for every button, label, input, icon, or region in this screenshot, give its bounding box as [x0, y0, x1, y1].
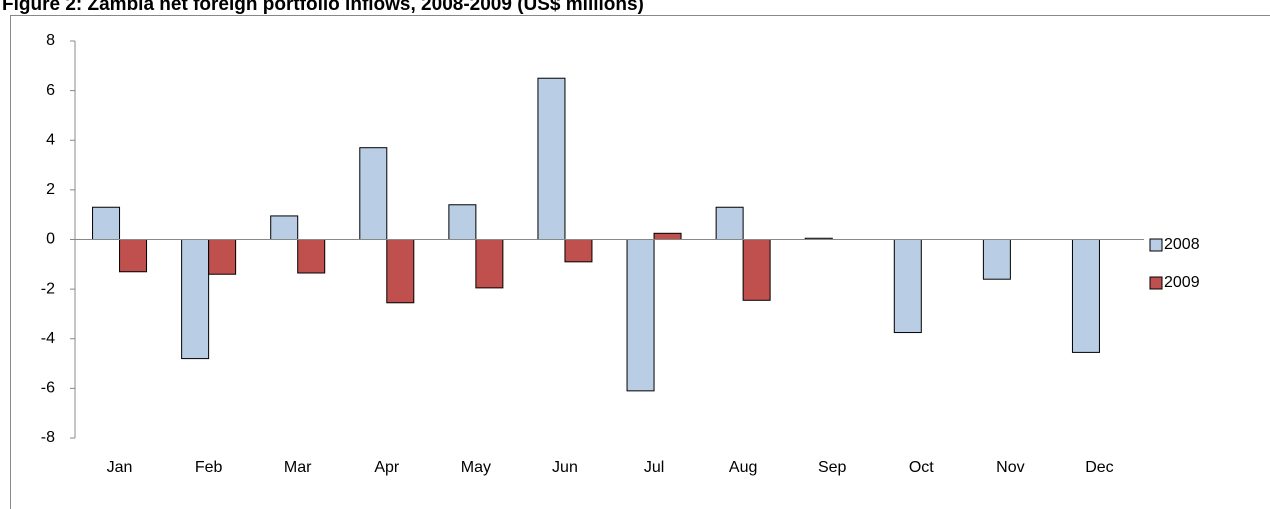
bar: [448, 204, 477, 240]
y-tick-label: 4: [46, 131, 55, 148]
x-tick-label: Aug: [729, 459, 757, 476]
legend-swatch: [1149, 276, 1163, 290]
chart-frame: [10, 15, 1270, 509]
y-tick-label: 8: [46, 32, 55, 49]
y-tick-label: -8: [41, 429, 55, 446]
bar: [92, 206, 121, 240]
bar: [297, 239, 326, 274]
x-tick-label: Oct: [909, 459, 934, 476]
bar: [893, 239, 922, 334]
x-tick-label: Dec: [1085, 459, 1113, 476]
bar: [270, 215, 299, 241]
bar: [119, 239, 148, 273]
y-tick-label: -2: [41, 280, 55, 297]
bar: [742, 239, 771, 301]
bar: [626, 239, 655, 392]
x-tick-label: Mar: [284, 459, 312, 476]
x-tick-label: Jan: [107, 459, 133, 476]
bar: [208, 239, 237, 275]
x-tick-label: Feb: [195, 459, 223, 476]
bar: [359, 147, 388, 241]
bar: [564, 239, 593, 263]
bar: [537, 77, 566, 240]
legend-label: 2009: [1164, 274, 1200, 291]
x-tick-label: May: [461, 459, 491, 476]
chart-title: Figure 2: Zambia net foreign portfolio i…: [2, 0, 644, 15]
y-tick-label: 6: [46, 82, 55, 99]
y-tick-label: 0: [46, 231, 55, 248]
x-tick-label: Sep: [818, 459, 847, 476]
y-tick-label: -6: [41, 380, 55, 397]
bar: [386, 239, 415, 304]
legend-swatch: [1149, 238, 1163, 252]
y-tick-label: -4: [41, 330, 55, 347]
bar: [181, 239, 210, 360]
legend-label: 2008: [1164, 236, 1200, 253]
bar: [982, 239, 1011, 280]
x-tick-label: Jul: [644, 459, 664, 476]
x-tick-label: Nov: [996, 459, 1024, 476]
bar: [1071, 239, 1100, 353]
x-tick-label: Jun: [552, 459, 578, 476]
x-tick-label: Apr: [374, 459, 400, 476]
bar: [475, 239, 504, 289]
bar: [653, 232, 682, 240]
bar: [715, 206, 744, 240]
y-tick-label: 2: [46, 181, 55, 198]
